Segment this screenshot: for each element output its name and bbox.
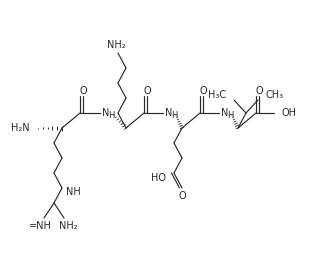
- Text: H: H: [171, 111, 177, 121]
- Text: CH₃: CH₃: [266, 90, 284, 100]
- Text: NH: NH: [66, 187, 81, 197]
- Text: NH₂: NH₂: [107, 40, 125, 50]
- Text: O: O: [199, 86, 207, 96]
- Text: O: O: [79, 86, 87, 96]
- Text: O: O: [178, 191, 186, 201]
- Text: OH: OH: [281, 108, 296, 118]
- Text: O: O: [143, 86, 151, 96]
- Text: HO: HO: [151, 173, 166, 183]
- Text: N: N: [102, 108, 109, 118]
- Text: O: O: [255, 86, 263, 96]
- Text: NH₂: NH₂: [59, 221, 77, 231]
- Text: H₃C: H₃C: [208, 90, 226, 100]
- Text: H₂N: H₂N: [11, 123, 30, 133]
- Text: =NH: =NH: [28, 221, 51, 231]
- Text: N: N: [221, 108, 228, 118]
- Text: H: H: [108, 111, 114, 121]
- Text: N: N: [165, 108, 172, 118]
- Text: H: H: [227, 111, 233, 121]
